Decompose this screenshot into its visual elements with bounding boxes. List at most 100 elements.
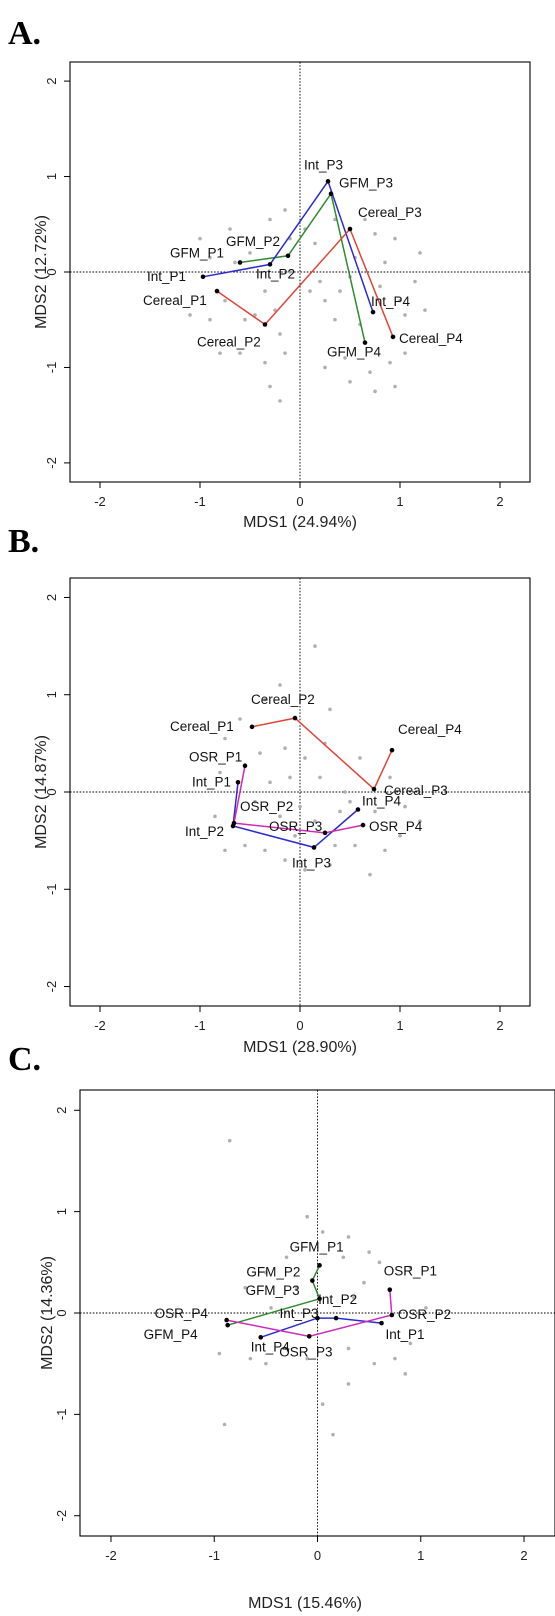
background-point <box>223 848 227 853</box>
background-point <box>283 858 287 862</box>
data-point <box>347 226 353 232</box>
y-tick-label: -1 <box>54 1409 69 1421</box>
point-label: GFM_P2 <box>226 234 280 249</box>
point-label: GFM_P3 <box>246 1283 300 1298</box>
point-label: Cereal_P1 <box>170 719 234 734</box>
background-point <box>269 1306 273 1310</box>
background-point <box>268 384 272 389</box>
data-point <box>258 1335 264 1340</box>
data-point <box>328 191 334 197</box>
data-point <box>214 288 220 294</box>
background-point <box>217 1351 222 1356</box>
point-label: Int_P2 <box>318 1292 357 1307</box>
series-line-gfm <box>239 191 366 343</box>
background-point <box>424 1306 428 1310</box>
y-tick-label: 0 <box>54 1309 69 1316</box>
x-tick-label: -1 <box>194 1018 206 1033</box>
point-label: GFM_P4 <box>327 345 382 360</box>
y-axis-title: MDS2 (12.72%) <box>33 215 50 329</box>
background-point <box>323 298 327 303</box>
y-tick-label: -2 <box>44 457 59 469</box>
point-label: GFM_P1 <box>290 1239 344 1254</box>
background-point <box>368 872 372 877</box>
background-point <box>343 790 347 794</box>
background-point <box>388 360 392 365</box>
background-point <box>341 1255 346 1260</box>
panel-letter: A. <box>8 15 41 52</box>
y-tick-label: -1 <box>44 883 59 895</box>
data-point <box>224 1317 229 1323</box>
series-line-int <box>260 1317 382 1339</box>
background-point <box>372 1361 377 1366</box>
background-point <box>418 251 422 255</box>
data-point <box>292 715 298 721</box>
background-point <box>293 833 297 838</box>
background-point <box>223 736 227 741</box>
background-point <box>298 804 302 809</box>
background-point <box>253 799 257 804</box>
background-point <box>284 1346 289 1351</box>
background-point <box>227 1138 232 1143</box>
background-point <box>263 697 267 702</box>
x-axis-title: MDS1 (24.94%) <box>243 514 357 531</box>
data-point <box>200 274 206 280</box>
data-point <box>306 1334 312 1339</box>
series-line-cereal <box>251 717 393 791</box>
x-tick-label: 2 <box>496 1018 503 1033</box>
background-point <box>403 351 407 355</box>
x-tick-label: 2 <box>520 1548 527 1563</box>
point-label: Int_P2 <box>185 824 224 839</box>
background-point <box>413 279 417 284</box>
series-line-gfm <box>227 1265 321 1326</box>
background-point <box>263 360 267 365</box>
background-point <box>223 298 227 303</box>
background-point <box>222 1422 227 1427</box>
y-axis-title: MDS2 (14.87%) <box>33 735 50 849</box>
background-point <box>303 868 307 872</box>
background-point <box>338 289 342 293</box>
point-label: OSR_P2 <box>398 1307 451 1322</box>
background-point <box>320 1402 325 1407</box>
background-point <box>323 365 327 370</box>
background-point <box>188 313 192 317</box>
background-point <box>331 1432 335 1437</box>
data-point <box>387 1287 393 1292</box>
data-point <box>322 830 328 836</box>
background-point <box>208 317 212 322</box>
data-point <box>333 1315 339 1321</box>
y-tick-label: -1 <box>44 362 59 374</box>
background-point <box>233 260 237 265</box>
background-point <box>373 232 377 236</box>
background-point <box>320 1230 325 1234</box>
data-point <box>242 763 248 769</box>
data-point <box>360 822 366 828</box>
background-point <box>403 804 407 809</box>
background-point <box>303 756 307 760</box>
background-point <box>305 1214 309 1219</box>
background-point <box>228 227 232 231</box>
data-point <box>379 1320 384 1326</box>
chart-panel-1: A. -2 -1 0 1 2 -2 -1 0 1 2 MDS1 (24.94%) MDS2 (12.72… <box>8 15 531 531</box>
background-point <box>346 1235 351 1239</box>
data-point <box>315 1315 320 1321</box>
background-point <box>268 217 272 222</box>
background-point <box>373 809 377 814</box>
background-point <box>333 843 337 848</box>
background-point <box>398 298 402 303</box>
point-label: Int_P2 <box>256 266 295 281</box>
background-point <box>253 313 257 317</box>
series-line-int <box>202 179 374 313</box>
background-point <box>268 780 272 785</box>
background-point <box>377 1260 382 1265</box>
background-point <box>263 289 267 293</box>
y-tick-label: 0 <box>44 788 59 795</box>
y-axis-title: MDS2 (14.36%) <box>39 1256 56 1370</box>
background-point <box>264 1270 268 1275</box>
background-point <box>278 399 282 403</box>
background-point <box>393 1356 397 1361</box>
data-point <box>231 820 237 826</box>
background-point <box>313 241 317 246</box>
y-tick-label: 0 <box>44 268 59 275</box>
background-point <box>333 217 337 222</box>
background-point <box>238 717 242 721</box>
